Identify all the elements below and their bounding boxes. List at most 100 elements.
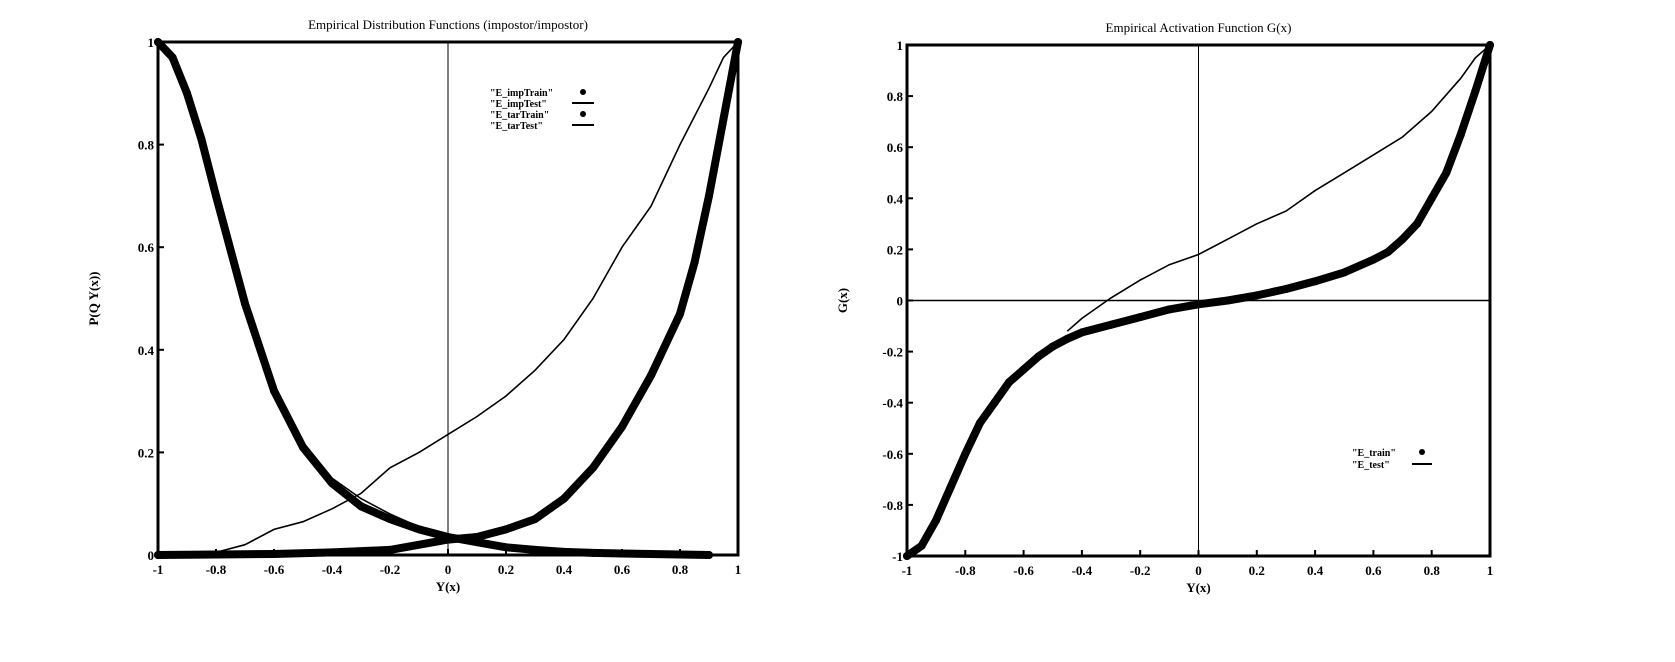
series-2-point (444, 536, 452, 544)
series-2-point (154, 551, 162, 559)
chart-title: Empirical Distribution Functions (impost… (308, 17, 588, 32)
series-2-point (589, 464, 597, 472)
x-tick-label: 0.6 (1365, 563, 1382, 578)
y-tick-label: 0.6 (138, 240, 155, 255)
series-2-point (328, 548, 336, 556)
series-0-point (1282, 285, 1290, 293)
legend-entry-label: "E_tarTrain" (490, 110, 549, 121)
series-0-point (1224, 297, 1232, 305)
chart-right: Empirical Activation Function G(x) -1 -0.8… (835, 20, 1494, 595)
x-tick-label: 0 (1195, 563, 1202, 578)
chart-title: Empirical Activation Function G(x) (1106, 20, 1292, 35)
legend-entry-label: "E_impTrain" (490, 88, 553, 99)
legend-marker (1419, 449, 1425, 455)
y-axis-label: P(Q Y(x)) (86, 271, 101, 325)
x-tick-label: 1 (1487, 563, 1494, 578)
legend-marker (580, 89, 586, 95)
x-tick-label: 0.2 (498, 562, 514, 577)
x-tick-label: -0.8 (955, 563, 976, 578)
x-axis-label: Y(x) (436, 579, 461, 594)
series-2-point (560, 495, 568, 503)
series-2-point (270, 550, 278, 558)
x-tick-label: 1 (735, 562, 742, 577)
legend-marker (580, 111, 586, 117)
y-tick-label: -1 (892, 549, 903, 564)
y-tick-label: -0.6 (882, 447, 903, 462)
series-2-point (676, 310, 684, 318)
series-2-point (691, 259, 699, 267)
series-0-point (990, 399, 998, 407)
series-0-point (1384, 248, 1392, 256)
x-tick-label: 0.4 (1307, 563, 1324, 578)
x-tick-label: -0.6 (264, 562, 285, 577)
x-tick-label: 0.4 (556, 562, 573, 577)
series-2-point (618, 423, 626, 431)
legend-entry-label: "E_tarTest" (490, 121, 543, 132)
series-2-point (647, 371, 655, 379)
series-0-point (1136, 313, 1144, 321)
x-tick-label: 0.8 (1424, 563, 1441, 578)
y-tick-label: 0.2 (138, 445, 154, 460)
series-0-point (1413, 220, 1421, 228)
x-tick-label: -0.6 (1013, 563, 1034, 578)
y-tick-label: 0.6 (887, 140, 904, 155)
series-0-point (1442, 169, 1450, 177)
y-tick-label: -0.2 (882, 345, 903, 360)
x-tick-label: 0 (445, 562, 452, 577)
x-tick-label: 0.6 (614, 562, 631, 577)
series-2-point (531, 515, 539, 523)
series-1-line (158, 42, 622, 555)
y-axis-label: G(x) (835, 288, 850, 313)
series-0-point (1311, 277, 1319, 285)
series-0-point (1078, 328, 1086, 336)
series-0-point (961, 450, 969, 458)
series-0-point (918, 542, 926, 550)
series-0-point (386, 515, 394, 523)
series-0-point (1107, 321, 1115, 329)
series-2-point (502, 525, 510, 533)
series-0-point (903, 552, 911, 560)
x-tick-label: -0.2 (1130, 563, 1151, 578)
series-0-point (1165, 305, 1173, 313)
series-0-point (1471, 87, 1479, 95)
x-tick-label: -1 (902, 563, 913, 578)
x-axis-label: Y(x) (1186, 580, 1211, 595)
series-0-point (1428, 194, 1436, 202)
series-0-point (947, 483, 955, 491)
legend-entry-label: "E_impTest" (490, 99, 547, 110)
series-0-trace (158, 42, 709, 555)
y-tick-label: -0.4 (882, 396, 903, 411)
series-0-point (1020, 365, 1028, 373)
series-0-point (1063, 335, 1071, 343)
y-tick-label: 0.8 (887, 89, 904, 104)
y-tick-label: -0.8 (882, 498, 903, 513)
chart-left: Empirical Distribution Functions (impost… (86, 17, 742, 594)
y-tick-label: 1 (148, 35, 155, 50)
series-0-point (932, 516, 940, 524)
series-0-point (676, 550, 684, 558)
series-0-point (1049, 342, 1057, 350)
legend-entry-label: "E_train" (1352, 448, 1396, 459)
series-3-line (202, 42, 739, 555)
series-2-point (705, 192, 713, 200)
y-tick-label: 0.8 (138, 138, 155, 153)
series-0-point (357, 502, 365, 510)
series-0-point (1005, 378, 1013, 386)
series-0-point (1369, 256, 1377, 264)
x-tick-label: 0.2 (1249, 563, 1265, 578)
series-2-point (386, 546, 394, 554)
series-0-point (1399, 235, 1407, 243)
x-tick-label: -0.2 (380, 562, 401, 577)
series-2-point (720, 115, 728, 123)
series-0-point (1457, 130, 1465, 138)
series-0-point (705, 551, 713, 559)
y-tick-label: 0.4 (138, 343, 155, 358)
series-0-point (1195, 300, 1203, 308)
y-tick-label: 0 (148, 548, 155, 563)
x-tick-label: -0.4 (1072, 563, 1093, 578)
series-0-point (976, 419, 984, 427)
x-tick-label: 0.8 (672, 562, 689, 577)
series-0-point (1034, 353, 1042, 361)
series-0-point (1253, 291, 1261, 299)
